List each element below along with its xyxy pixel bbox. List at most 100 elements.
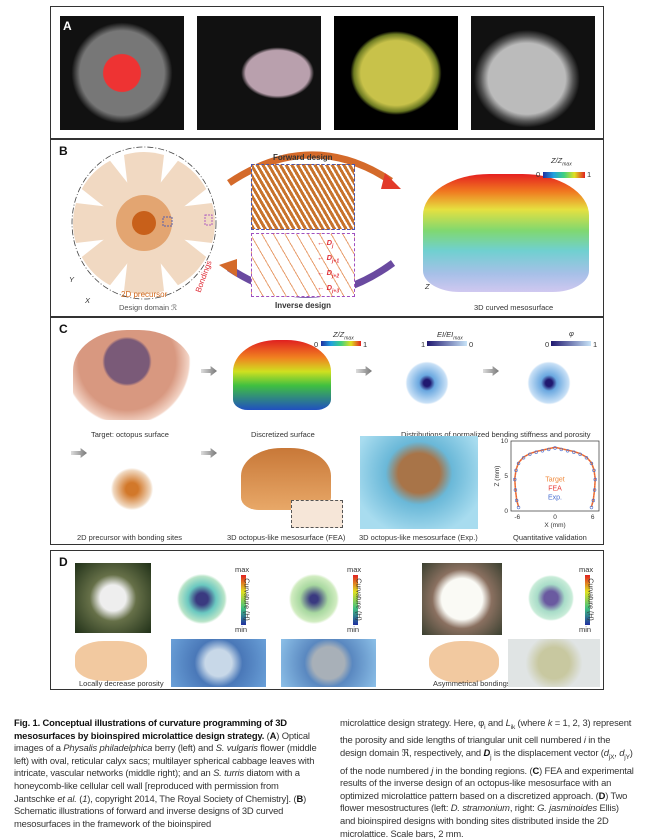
validation-chart: -6 0 6 0 5 10 X (mm) Z (mm) Target FEA Exp. xyxy=(494,438,600,529)
caption-segment: ( xyxy=(76,792,83,804)
exp-point xyxy=(516,461,521,466)
exp-point xyxy=(521,456,526,460)
star-precursor xyxy=(75,641,147,681)
legend-entry: FEA xyxy=(548,486,562,493)
exp-point xyxy=(584,456,589,460)
curved-mesosurface-label: 3D curved mesosurface xyxy=(474,303,554,312)
caption-segment: , xyxy=(614,747,620,759)
caption-segment: ), copyright 2014, The Royal Society of … xyxy=(87,792,297,804)
caption-segment: B xyxy=(296,792,304,804)
colorbar-max: max xyxy=(347,565,362,574)
cb3-min: 0 xyxy=(545,340,550,349)
colorbar-title-sub: max xyxy=(562,161,572,168)
caption-segment: et al. xyxy=(57,792,77,804)
figure-caption-right: microlattice design strategy. Here, φi a… xyxy=(340,717,636,840)
stiffness-distribution xyxy=(387,343,467,423)
forward-design-label: Forward design xyxy=(273,153,333,162)
caption-segment: k xyxy=(547,717,553,728)
exp-point xyxy=(534,450,538,454)
exp-point xyxy=(513,488,518,492)
star-exp-photo-1 xyxy=(171,639,266,687)
caption-segment: = 1, 2, 3) represent the porosity and si… xyxy=(340,717,632,746)
precursor-label: 2D precursor with bonding sites xyxy=(77,533,183,542)
caption-segment: Fig. 1. Conceptual illustrations of curv… xyxy=(14,717,287,741)
caption-segment: C xyxy=(532,764,540,776)
curvature-label: Curvature (H) xyxy=(242,578,250,621)
caption-segment: jX xyxy=(608,753,615,761)
axis-x-label: X xyxy=(85,296,91,305)
caption-segment: S. vulgaris xyxy=(215,742,258,754)
validation-label: Quantitative validation xyxy=(513,533,587,542)
distributions-label: Distributions of normalized bending stif… xyxy=(401,430,591,439)
exp-photo xyxy=(360,436,478,529)
caption-segment: D xyxy=(483,747,491,759)
panel-c: C Target: octopus surface Z/Zmax 0 1 Dis… xyxy=(50,317,604,545)
exp-point xyxy=(589,461,594,466)
physalis-berry-photo xyxy=(60,16,184,130)
exp-point xyxy=(593,477,597,482)
x-tick-label: 0 xyxy=(553,514,557,521)
y-tick-label: 10 xyxy=(501,438,509,445)
caption-segment: d xyxy=(603,747,609,759)
discretized-label: Discretized surface xyxy=(251,430,315,439)
curved-mesosurface-3d xyxy=(423,174,589,292)
caption-segment: microlattice design strategy. Here, φ xyxy=(340,717,485,728)
fea-line xyxy=(514,446,596,507)
colorbar-min: min xyxy=(347,625,360,634)
caption-segment: D xyxy=(598,789,606,801)
star-design-curvature-1 xyxy=(165,565,239,633)
caption-segment: G. jasminoides xyxy=(537,802,598,814)
inverse-lattice xyxy=(251,233,355,297)
x-axis-label: X (mm) xyxy=(544,522,565,529)
curvature-colorbar xyxy=(585,575,590,625)
caption-segment: D. stramonium xyxy=(450,802,510,814)
cb1-min: 0 xyxy=(314,340,319,349)
caption-segment: ( xyxy=(266,729,270,741)
caption-segment: ) FEA and experimental results of the in… xyxy=(340,764,634,801)
panel-a-label: A xyxy=(63,19,72,33)
exp-point xyxy=(559,447,563,452)
colorbar-min: min xyxy=(579,625,592,634)
precursor-2d-label: 2D precursor xyxy=(121,290,168,299)
caption-segment: Physalis philadelphica xyxy=(63,742,153,754)
exp-point xyxy=(578,452,582,456)
forward-lattice xyxy=(251,164,355,230)
caption-segment: ) of the node numbered xyxy=(340,747,633,776)
exp-point xyxy=(589,505,594,510)
colorbar-max: 1 xyxy=(587,170,592,179)
d-stramonium-photo xyxy=(75,563,151,633)
arrow-icon xyxy=(356,366,372,376)
caption-segment: , right: xyxy=(509,802,538,814)
colorbar-max: max xyxy=(579,565,594,574)
displacement-label: ← Dj+3 xyxy=(317,283,340,295)
exp-point xyxy=(547,447,551,452)
y-tick-label: 5 xyxy=(504,473,508,480)
arrow-icon xyxy=(201,366,217,376)
star-exp-photo-2 xyxy=(281,639,376,687)
panel-d-label: D xyxy=(59,555,68,569)
flower-exp-photo xyxy=(508,639,600,687)
exp-point xyxy=(572,450,576,454)
cb1-max: 1 xyxy=(363,340,368,349)
flower-precursor xyxy=(429,641,499,683)
g-jasminoides-photo xyxy=(422,563,502,635)
panel-c-label: C xyxy=(59,322,68,336)
colorbar-min: 0 xyxy=(536,170,541,179)
caption-segment: ) Schematic illustrations of forward and… xyxy=(14,792,307,829)
displacement-label: ← Dj+1 xyxy=(317,253,340,265)
cb3-max: 1 xyxy=(593,340,598,349)
colorbar-stiffness xyxy=(427,341,467,346)
axis-y-label: Y xyxy=(69,275,75,284)
s-vulgaris-flower-photo xyxy=(197,16,321,130)
caption-segment: j xyxy=(490,753,492,761)
plot-frame xyxy=(510,440,600,512)
caption-segment: L xyxy=(505,717,511,728)
x-tick-label: -6 xyxy=(514,514,520,521)
caption-segment: and xyxy=(485,717,506,728)
arrow-icon xyxy=(71,448,87,458)
cb1-title: Z/Zmax xyxy=(333,330,354,342)
flower-design-curvature xyxy=(519,565,583,631)
target-label: Target: octopus surface xyxy=(91,430,169,439)
exp-point xyxy=(540,449,545,453)
fea-label: 3D octopus-like mesosurface (FEA) xyxy=(227,533,346,542)
